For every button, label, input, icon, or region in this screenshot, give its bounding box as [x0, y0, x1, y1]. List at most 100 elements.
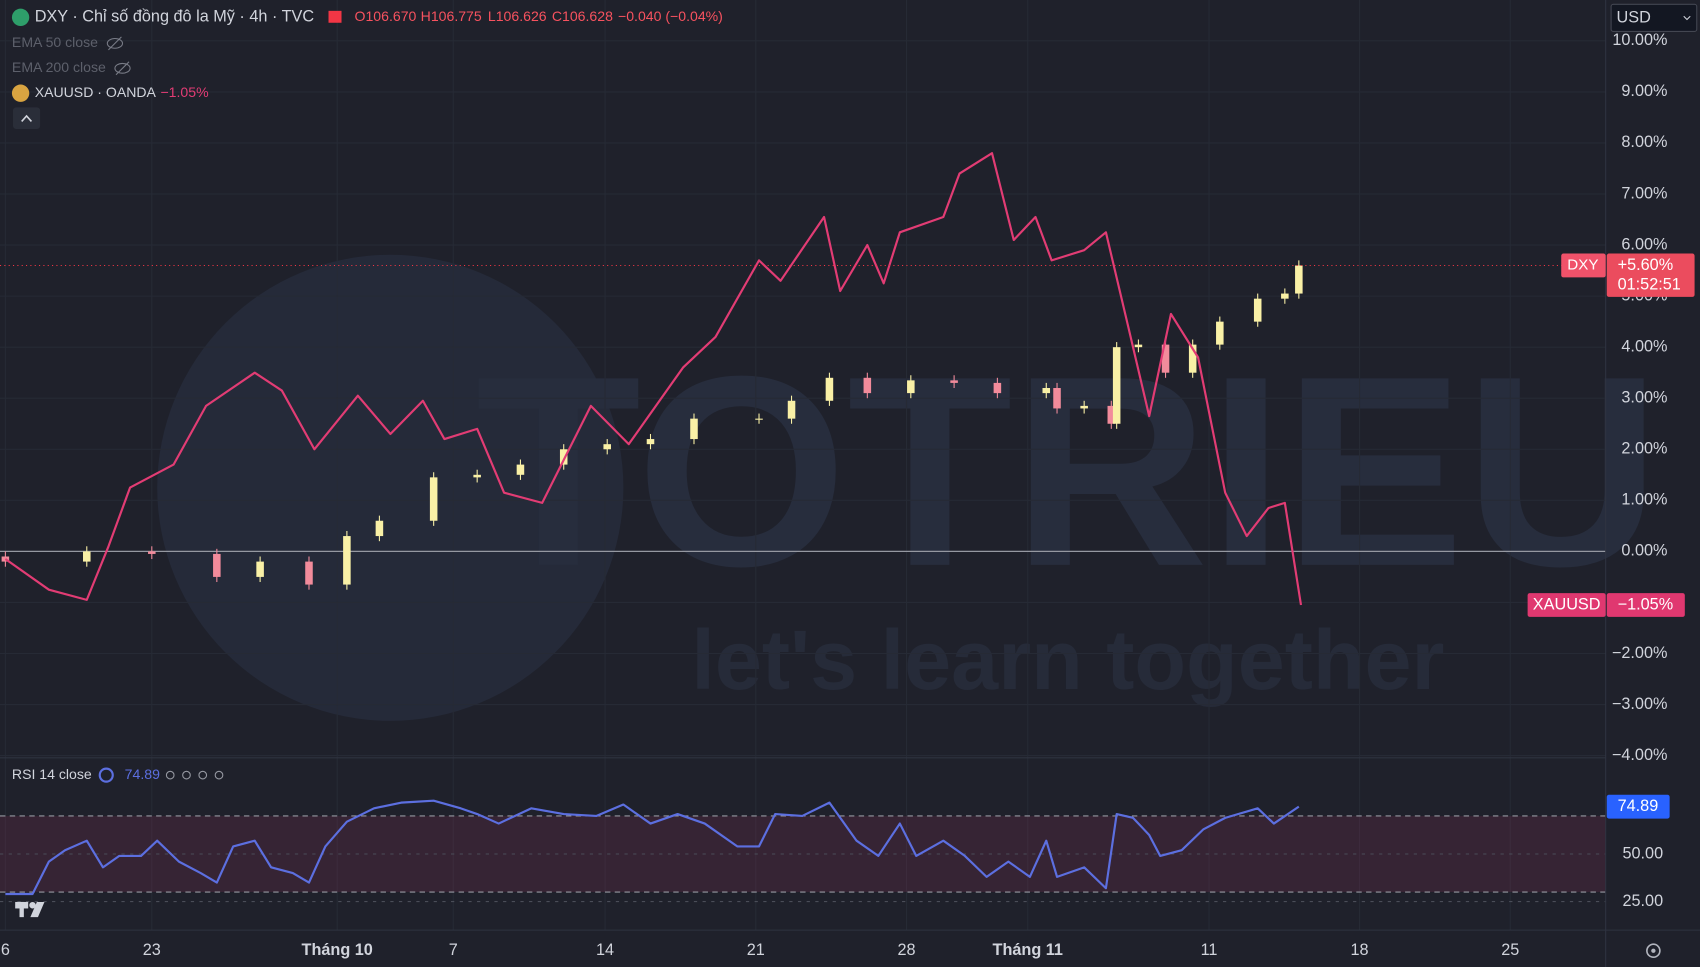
- candle-body: [863, 377, 872, 394]
- candle-body: [429, 477, 438, 521]
- watermark-text: TOTRIEU: [476, 321, 1661, 623]
- y-tick-label: 0.00%: [1621, 542, 1667, 560]
- candle-body: [603, 444, 611, 450]
- y-tick-label: −2.00%: [1612, 644, 1668, 662]
- series-tag-label: DXY: [1567, 256, 1598, 273]
- series-tag: [1527, 593, 1606, 617]
- collapse-button[interactable]: [13, 107, 41, 130]
- y-tick-label: 9.00%: [1621, 82, 1667, 100]
- compare-icon: [11, 84, 30, 102]
- candle-body: [646, 439, 655, 445]
- y-tick-label: 7.00%: [1621, 184, 1667, 202]
- x-tick-label: 18: [1351, 941, 1369, 959]
- candle-body: [375, 520, 384, 537]
- y-tick-label: 1.00%: [1621, 491, 1667, 509]
- price-tag-label: +5.60%: [1618, 256, 1674, 274]
- currency-select[interactable]: USD: [1610, 3, 1698, 32]
- x-tick-label: 6: [1, 941, 10, 959]
- candle-body: [1107, 405, 1116, 424]
- candle-body: [825, 377, 834, 401]
- legend: DXY · Chỉ số đồng đô la Mỹ · 4h · TVC O1…: [11, 3, 1698, 959]
- x-tick-label: Tháng 10: [302, 941, 373, 959]
- ohlc-change: −0.040 (−0.04%): [618, 8, 723, 24]
- x-tick-label: 23: [143, 941, 161, 959]
- candle-body: [148, 551, 156, 554]
- candle-body: [690, 418, 698, 440]
- candle-body: [1042, 388, 1051, 394]
- x-tick-label: 7: [449, 941, 458, 959]
- price-tag: [1606, 593, 1685, 617]
- y-tick-label: 25.00: [1622, 892, 1663, 910]
- candle-body: [1281, 293, 1289, 299]
- watermark-slogan: let's learn together: [691, 612, 1444, 707]
- symbol-title: DXY · Chỉ số đồng đô la Mỹ · 4h · TVC: [35, 8, 315, 26]
- candle-body: [755, 418, 763, 420]
- price-tag-label: 74.89: [1618, 797, 1659, 815]
- x-tick-label: 21: [747, 941, 765, 959]
- candle-body: [343, 536, 351, 585]
- candle-body: [1053, 388, 1061, 409]
- watermark: TOTRIEU let's learn together: [157, 254, 1661, 721]
- rsi-value: 74.89: [125, 766, 160, 782]
- price-tag: [1606, 253, 1695, 297]
- hidden-icon[interactable]: [114, 61, 131, 76]
- rsi-title: RSI 14 close: [12, 766, 92, 782]
- candle-body: [1, 556, 10, 562]
- candle-body: [516, 464, 525, 475]
- candle-body: [1112, 347, 1121, 424]
- compare-change: −1.05%: [160, 84, 209, 100]
- candle-body: [950, 380, 958, 383]
- ohlc-high: H106.775: [421, 8, 482, 24]
- candle-body: [1216, 321, 1224, 345]
- hidden-icon[interactable]: [106, 36, 124, 51]
- candle-body: [1161, 344, 1170, 373]
- watermark-logo: [157, 254, 624, 721]
- symbol-icon: [11, 8, 30, 27]
- x-tick-label: Tháng 11: [993, 941, 1063, 959]
- y-tick-label: 2.00%: [1621, 440, 1667, 458]
- y-tick-label: 3.00%: [1621, 389, 1667, 407]
- price-tag: [1606, 794, 1670, 819]
- market-flag: [328, 10, 342, 23]
- candle-body: [1134, 344, 1143, 348]
- candle-body: [559, 449, 568, 465]
- x-tick-label: 11: [1201, 941, 1218, 959]
- y-tick-label: 10.00%: [1612, 31, 1667, 49]
- indicator-label: EMA 200 close: [12, 59, 106, 75]
- compare-label: XAUUSD · OANDA: [35, 84, 157, 100]
- y-tick-label: −3.00%: [1612, 695, 1668, 713]
- grid: [0, 815, 1606, 903]
- line-series: [4, 152, 1303, 606]
- x-tick-label: 14: [596, 941, 614, 959]
- y-tick-label: 50.00: [1622, 844, 1663, 862]
- settings-button[interactable]: [1646, 943, 1661, 959]
- candle-body: [993, 382, 1002, 394]
- candle-body: [1253, 298, 1262, 322]
- countdown-label: 01:52:51: [1618, 275, 1681, 293]
- series-tag-label: XAUUSD: [1533, 595, 1601, 613]
- series-tag: [1561, 253, 1606, 278]
- candle-body: [1295, 265, 1303, 294]
- price-tags: DXY +5.60%01:52:51 XAUUSD −1.05% 74.89: [1527, 253, 1695, 819]
- y-tick-label: 4.00%: [1621, 337, 1667, 355]
- ohlc-close: C106.628: [552, 8, 613, 24]
- indicator-label: EMA 50 close: [12, 34, 98, 50]
- candle-body: [213, 553, 221, 577]
- price-tag-label: −1.05%: [1618, 595, 1674, 613]
- candle-body: [256, 561, 264, 577]
- plot: [0, 152, 1606, 896]
- ohlc-open: O106.670: [355, 8, 417, 24]
- candle-body: [907, 380, 915, 394]
- ohlc-low: L106.626: [488, 8, 547, 24]
- candle-body: [473, 474, 481, 478]
- line-series: [5, 799, 1300, 896]
- y-tick-label: −4.00%: [1612, 746, 1668, 764]
- x-tick-label: 25: [1501, 941, 1519, 959]
- candle-body: [1188, 344, 1197, 373]
- rsi-icon: [98, 767, 114, 783]
- tradingview-logo: [15, 901, 45, 918]
- rsi-empty-values: [165, 770, 224, 780]
- y-tick-label: 8.00%: [1621, 133, 1667, 151]
- candle-body: [305, 561, 313, 585]
